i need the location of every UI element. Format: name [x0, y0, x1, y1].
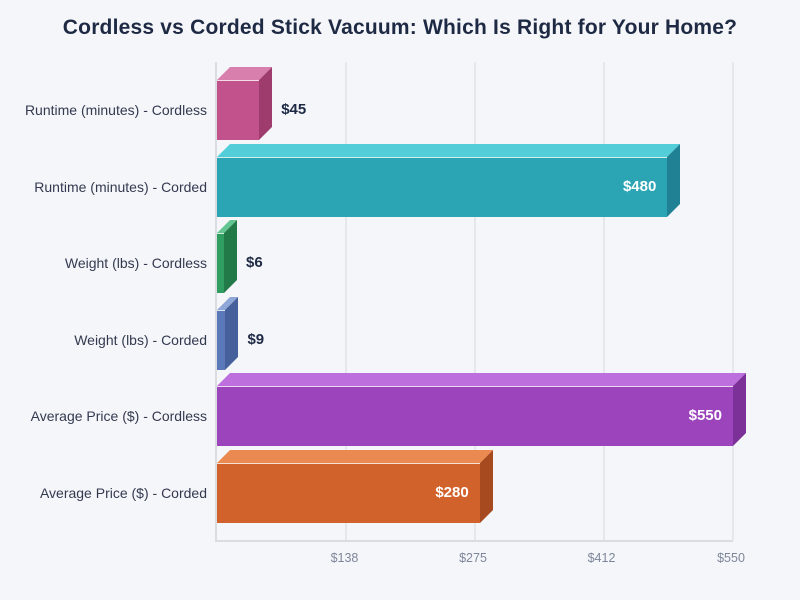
bar-value-label: $9: [247, 330, 265, 348]
chart-title: Cordless vs Corded Stick Vacuum: Which I…: [62, 16, 738, 39]
bar-front: [217, 309, 226, 370]
category-label: Runtime (minutes) - Cordless: [24, 102, 207, 118]
bar-front: [217, 233, 224, 294]
bar-front: [217, 463, 480, 523]
bar-side-face: [479, 450, 493, 523]
bar-front: [217, 386, 733, 447]
bar-side-face: [225, 296, 239, 370]
bar-value-label: $280: [435, 484, 469, 501]
x-tick-label: $412: [587, 551, 616, 565]
bar-top-face: [217, 450, 493, 463]
bar-side-face: [259, 67, 273, 140]
gridline: [345, 62, 348, 540]
bar-front: [217, 80, 260, 140]
bar-value-label: $480: [622, 177, 657, 195]
plot-area: $45 $480 $6 $9 $550 $280: [215, 62, 746, 542]
category-label: Average Price ($) - Corded: [39, 485, 207, 501]
bar-front: [217, 156, 668, 217]
gridline: [732, 62, 734, 540]
bar-value-label: $45: [281, 101, 307, 118]
bar-value-label: $550: [688, 407, 722, 425]
bar-top-face: [217, 373, 746, 387]
bar-value-label: $6: [246, 254, 263, 272]
bar-side-face: [224, 220, 237, 294]
x-tick-label: $550: [717, 551, 745, 565]
category-label: Weight (lbs) - Cordless: [64, 255, 207, 272]
gridline: [474, 62, 476, 540]
category-label: Weight (lbs) - Corded: [74, 331, 207, 348]
bar-top-face: [217, 143, 681, 157]
gridline: [602, 62, 605, 540]
x-tick-label: $275: [459, 551, 487, 565]
bar-side-face: [667, 143, 681, 217]
bar-side-face: [733, 373, 746, 447]
category-label: Runtime (minutes) - Corded: [34, 178, 207, 195]
category-label: Average Price ($) - Cordless: [30, 408, 207, 425]
x-tick-label: $138: [330, 551, 359, 565]
